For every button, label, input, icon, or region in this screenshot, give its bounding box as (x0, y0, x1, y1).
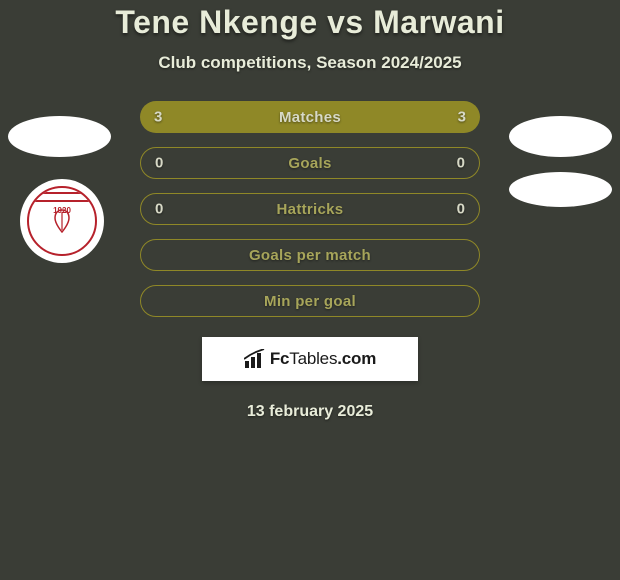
stat-label: Goals per match (249, 247, 371, 264)
stat-label: Min per goal (264, 293, 356, 310)
stats-list: 3 Matches 3 0 Goals 0 0 Hattricks 0 Goals per mat… (140, 101, 480, 317)
stat-value-right: 0 (457, 201, 465, 218)
player-right-avatar (509, 116, 612, 157)
brand-text: FcTables.com (270, 349, 376, 369)
brand-chart-icon (244, 349, 266, 369)
club-badge-top-text (29, 192, 95, 202)
stat-value-left: 0 (155, 155, 163, 172)
date-label: 13 february 2025 (0, 403, 620, 421)
club-badge-emblem (45, 204, 79, 238)
brand-prefix: Fc (270, 349, 289, 368)
stat-label: Hattricks (277, 201, 344, 218)
stat-label: Goals (288, 155, 331, 172)
stat-row: Goals per match (140, 239, 480, 271)
brand-tld: .com (337, 349, 376, 368)
stat-value-right: 3 (458, 109, 466, 126)
stat-value-left: 3 (154, 109, 162, 126)
stat-row: Min per goal (140, 285, 480, 317)
player-right-club-avatar (509, 172, 612, 207)
brand-watermark: FcTables.com (202, 337, 418, 381)
stat-row: 0 Goals 0 (140, 147, 480, 179)
stat-value-right: 0 (457, 155, 465, 172)
brand-suffix: Tables (289, 349, 337, 368)
page-title: Tene Nkenge vs Marwani (0, 4, 620, 41)
comparison-card: Tene Nkenge vs Marwani Club competitions… (0, 0, 620, 580)
player-left-avatar (8, 116, 111, 157)
stat-label: Matches (279, 109, 341, 126)
stat-value-left: 0 (155, 201, 163, 218)
club-badge-inner: 1920 (27, 186, 97, 256)
player-left-club-badge: 1920 (20, 179, 104, 263)
stat-row: 0 Hattricks 0 (140, 193, 480, 225)
subtitle: Club competitions, Season 2024/2025 (0, 53, 620, 73)
stat-row: 3 Matches 3 (140, 101, 480, 133)
